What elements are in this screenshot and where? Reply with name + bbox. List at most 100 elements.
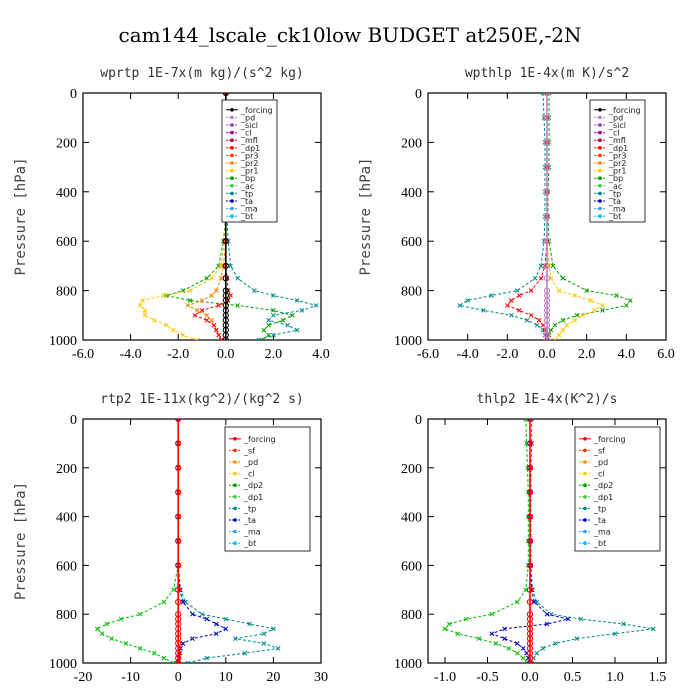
data-point_tp bbox=[252, 288, 257, 293]
data-point_ta bbox=[502, 626, 507, 632]
data-point_forcing bbox=[222, 275, 229, 282]
data-point_bp bbox=[623, 303, 629, 308]
data-point_pr1 bbox=[564, 322, 570, 328]
data-point_pr2 bbox=[204, 312, 210, 318]
data-point_forcing bbox=[526, 419, 534, 423]
legend-box bbox=[574, 426, 661, 552]
data-point_ta bbox=[223, 626, 229, 632]
legend-entry: _ta bbox=[243, 516, 256, 525]
data-point_tp bbox=[553, 641, 558, 646]
data-point_ta bbox=[190, 611, 195, 617]
data-point_forcing bbox=[175, 537, 182, 545]
data-point_dp1 bbox=[514, 599, 520, 605]
x-tick-label: -6.0 bbox=[72, 347, 94, 362]
data-point_dp1 bbox=[463, 616, 469, 622]
x-tick-label: 1.5 bbox=[649, 670, 667, 685]
data-point_tp bbox=[242, 650, 248, 656]
data-point_tp bbox=[266, 317, 271, 323]
data-point_dp1 bbox=[213, 327, 219, 333]
data-point_pr2 bbox=[213, 288, 219, 293]
data-point_dp1 bbox=[504, 303, 510, 308]
y-tick-label: 600 bbox=[56, 559, 77, 574]
legend-entry: _mfl bbox=[608, 136, 626, 145]
data-point_forcing bbox=[543, 114, 551, 121]
legend-entry: _ma bbox=[243, 528, 261, 537]
plot-frame bbox=[427, 418, 667, 664]
data-point_bp bbox=[290, 312, 295, 318]
legend-entry: _pd bbox=[240, 113, 255, 122]
legend-marker bbox=[598, 191, 602, 196]
data-point_dp1 bbox=[528, 312, 534, 318]
legend-marker bbox=[230, 176, 234, 180]
legend-entry: _pd bbox=[593, 458, 608, 467]
data-point_pr1 bbox=[187, 288, 193, 293]
y-tick-label: 800 bbox=[401, 608, 422, 623]
data-point_bp bbox=[187, 298, 193, 303]
data-point_dp1 bbox=[538, 275, 544, 281]
data-point_pr1 bbox=[137, 303, 143, 308]
legend-marker bbox=[230, 153, 234, 158]
legend-entry: _pd bbox=[243, 458, 258, 467]
data-point_dp1 bbox=[506, 646, 512, 651]
legend-entry: _ac bbox=[608, 182, 622, 191]
legend-entry: _bp bbox=[240, 174, 255, 183]
data-point_dp1 bbox=[489, 611, 495, 617]
data-point_tp bbox=[612, 631, 618, 637]
data-point_bp bbox=[560, 317, 566, 323]
legend-marker bbox=[583, 529, 587, 534]
panel-thlp2: thlp2 1E-4x(K^2)/s 0 200 400 600 800 1000 -1.0 -… bbox=[394, 392, 667, 685]
y-tick-label: 600 bbox=[56, 235, 77, 250]
data-point_dp1 bbox=[516, 293, 522, 298]
data-point_tp bbox=[271, 312, 276, 318]
legend-marker bbox=[598, 176, 602, 180]
legend: _forcing _sf _pd _cl _dp2 _dp1 _tp _ta _ma _bt bbox=[224, 426, 311, 552]
y-tick-label: 0 bbox=[70, 87, 77, 102]
figure-title: cam144_lscale_ck10low BUDGET at250E,-2N bbox=[119, 23, 582, 47]
data-point_tp bbox=[540, 646, 546, 651]
data-point_forcing bbox=[543, 238, 551, 245]
y-axis-label: Pressure [hPa] bbox=[358, 157, 374, 275]
data-point_forcing bbox=[175, 562, 182, 569]
data-point_pr1 bbox=[140, 298, 145, 303]
data-point_forcing bbox=[175, 586, 182, 593]
data-point_ta bbox=[527, 419, 533, 422]
data-point_pr1 bbox=[152, 317, 157, 323]
legend-entry: _sf bbox=[593, 446, 605, 455]
legend-entry: _bt bbox=[608, 212, 621, 221]
legend: _forcing _sf _pd _cl _dp2 _dp1 _tp _ta _ma _bt bbox=[574, 426, 661, 552]
data-point_bp bbox=[574, 312, 580, 318]
series-line_dp1 bbox=[506, 93, 548, 340]
data-point_dp1 bbox=[536, 317, 542, 323]
panel-title: wpthlp 1E-4x(m K)/s^2 bbox=[465, 66, 629, 81]
data-point_ta bbox=[544, 611, 550, 617]
y-tick-label: 1000 bbox=[394, 657, 422, 672]
data-point_tp bbox=[457, 303, 463, 308]
data-point_tp bbox=[299, 308, 305, 313]
data-point_ta bbox=[527, 660, 533, 663]
legend-entry: _dp2 bbox=[593, 481, 613, 490]
panel-title: rtp2 1E-11x(kg^2)/(kg^2 s) bbox=[100, 392, 304, 407]
data-point_tp bbox=[275, 646, 281, 651]
data-point_bp bbox=[266, 332, 271, 338]
data-point_bp bbox=[552, 322, 558, 328]
data-point_forcing bbox=[222, 93, 229, 97]
legend-marker bbox=[583, 471, 587, 476]
data-point_ta bbox=[213, 631, 219, 637]
plot-frame bbox=[82, 92, 322, 341]
legend-marker bbox=[598, 123, 602, 127]
legend-entry: _sf bbox=[243, 446, 255, 455]
data-point_tp bbox=[228, 263, 233, 269]
data-point_pr1 bbox=[142, 312, 148, 318]
data-point_tp bbox=[524, 317, 530, 323]
legend-marker bbox=[598, 130, 602, 135]
data-point_tp bbox=[532, 275, 538, 281]
legend-entry: _mfl bbox=[240, 136, 258, 145]
data-point_forcing bbox=[175, 598, 182, 606]
legend-marker bbox=[233, 448, 237, 453]
data-point_forcing bbox=[175, 659, 182, 663]
data-point_dp1 bbox=[137, 611, 143, 617]
legend-marker bbox=[233, 518, 237, 522]
data-point_ta bbox=[489, 631, 495, 637]
x-tick-label: -0.5 bbox=[476, 670, 498, 685]
series-line_pr2 bbox=[186, 93, 227, 340]
